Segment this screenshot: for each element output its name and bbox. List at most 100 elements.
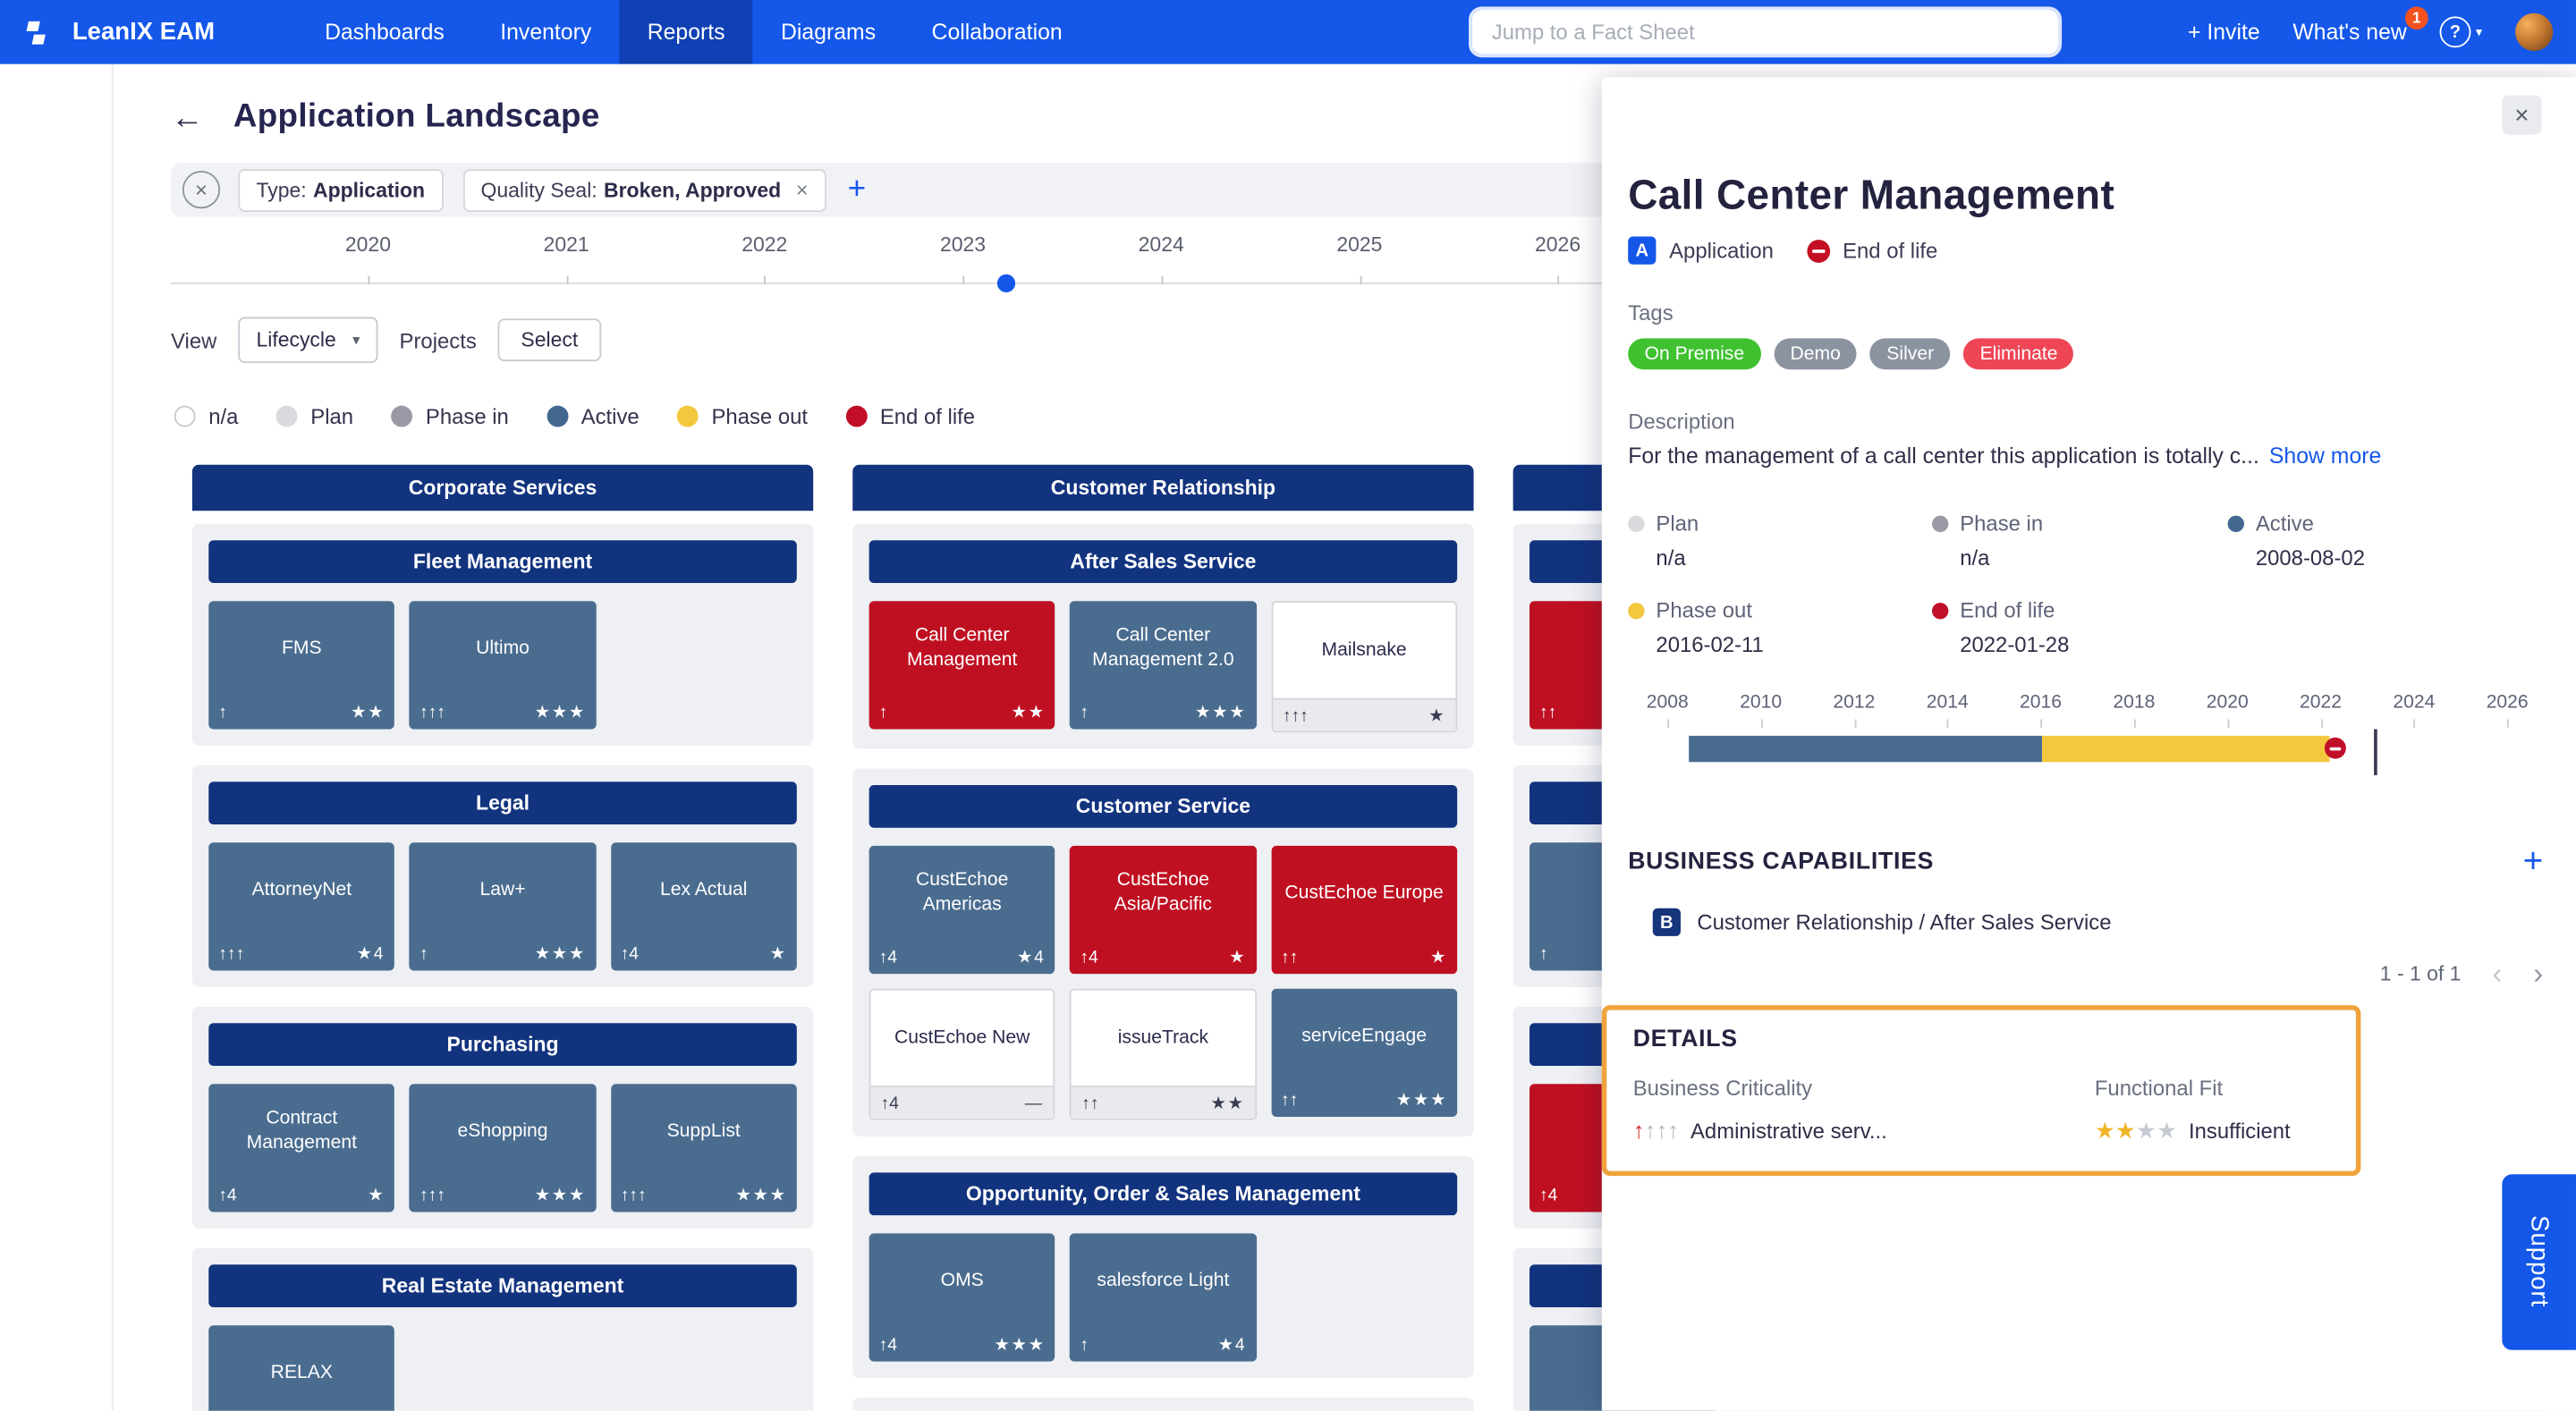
application-card[interactable]: CustEchoe New ↑4 — [869, 988, 1055, 1120]
application-name: FMS [282, 638, 322, 658]
application-card[interactable]: CustEchoe Asia/Pacific ↑4 ★ [1070, 845, 1257, 975]
legend-dot [845, 405, 868, 427]
functional-fit: Functional Fit ★★★★ Insufficient [2095, 1076, 2330, 1145]
application-card[interactable]: AttorneyNet ↑↑↑ ★4 [208, 842, 395, 971]
application-card[interactable]: salesforce Light ↑ ★4 [1070, 1233, 1257, 1362]
landscape-column-header[interactable]: Customer Relationship [852, 464, 1474, 511]
application-card[interactable]: serviceEngage ↑↑ ★★★ [1270, 988, 1458, 1117]
filter-chip[interactable]: Quality Seal: Broken, Approved × [462, 168, 826, 212]
card-indicators: ↑ ★★ [208, 697, 394, 730]
help-button[interactable]: ? ▾ [2439, 16, 2482, 48]
landscape-group-header[interactable]: Purchasing [208, 1023, 797, 1067]
application-card[interactable]: OMS ↑4 ★★★ [869, 1233, 1055, 1362]
chart-tick [2507, 719, 2510, 728]
user-avatar[interactable] [2515, 13, 2554, 51]
application-card[interactable]: RELAX [208, 1325, 395, 1411]
lifecycle-chart: 2008 2010 2012 2014 2016 2018 2020 2022 2024 2026 [1628, 693, 2543, 789]
remove-filter-icon[interactable]: × [795, 177, 809, 202]
application-card[interactable]: eShopping ↑↑↑ ★★★ [409, 1084, 597, 1212]
application-name: Call Center Management [907, 625, 1018, 671]
application-card[interactable]: CustEchoe Americas ↑4 ★4 [869, 845, 1055, 975]
landscape-group: Fleet Management FMS ↑ ★★ Ultimo ↑↑↑ ★★★ [191, 523, 814, 746]
chart-tick [1667, 719, 1670, 728]
application-name: CustEchoe New [894, 1027, 1030, 1047]
timeline-slider-handle[interactable] [996, 274, 1016, 292]
card-indicators: ↑↑↑ ★ [1272, 697, 1456, 731]
tag-pill[interactable]: On Premise [1628, 338, 1761, 370]
close-icon[interactable]: × [2502, 95, 2542, 135]
back-button[interactable]: ← [171, 99, 204, 136]
question-icon: ? [2439, 16, 2471, 48]
landscape-group-header[interactable]: After Sales Service [869, 540, 1458, 584]
application-name: salesforce Light [1097, 1270, 1230, 1290]
legend-item: Phase out [676, 404, 808, 428]
tag-pill[interactable]: Demo [1774, 338, 1858, 370]
application-card[interactable]: Contract Management ↑4 ★ [208, 1084, 395, 1212]
application-card[interactable]: Call Center Management 2.0 ↑ ★★★ [1070, 601, 1257, 730]
filter-chip[interactable]: Type: Application [238, 168, 444, 212]
prev-page-button[interactable]: ‹ [2492, 957, 2503, 991]
view-select[interactable]: Lifecycle ▾ [238, 317, 378, 363]
fit-stars-icon: ★4 [1017, 947, 1046, 967]
landscape-group-header[interactable]: Fleet Management [208, 540, 797, 584]
application-card[interactable]: Lex Actual ↑4 ★ [610, 842, 797, 971]
application-card[interactable]: Mailsnake ↑↑↑ ★ [1270, 601, 1458, 733]
page-title: Application Landscape [233, 98, 600, 135]
landscape-group-header[interactable]: Customer Service [869, 784, 1458, 828]
leanix-logo [26, 20, 46, 44]
phase-name: Phase in [1960, 511, 2044, 536]
show-more-link[interactable]: Show more [2268, 443, 2382, 469]
application-card[interactable]: SuppList ↑↑↑ ★★★ [610, 1084, 797, 1212]
application-card[interactable]: Call Center Management ↑ ★★ [869, 601, 1055, 730]
landscape-group: Customer Service CustEchoe Americas ↑4 ★4 Cu… [852, 768, 1474, 1137]
whats-new-button[interactable]: What's new 1 [2292, 6, 2428, 45]
landscape-group-header[interactable]: Legal [208, 782, 797, 825]
lifecycle-phases: Plan n/a Phase in n/a Active 2008-08-02 Phase … [1628, 511, 2543, 657]
tag-pill[interactable]: Eliminate [1963, 338, 2074, 370]
next-page-button[interactable]: › [2533, 957, 2544, 991]
timeline-year: 2020 [344, 232, 391, 257]
phase-name: Phase out [1656, 597, 1752, 623]
application-card[interactable]: Law+ ↑ ★★★ [409, 842, 597, 971]
nav-item-inventory[interactable]: Inventory [500, 20, 592, 45]
application-card[interactable]: issueTrack ↑↑ ★★ [1070, 988, 1257, 1120]
timeline-year: 2022 [741, 232, 788, 257]
legend-item: Active [547, 404, 640, 428]
invite-button[interactable]: + Invite [2188, 20, 2260, 45]
projects-select-button[interactable]: Select [497, 318, 601, 362]
left-divider [111, 63, 114, 1411]
nav-item-diagrams[interactable]: Diagrams [780, 20, 877, 45]
filter-chip-value: Broken, Approved [604, 178, 782, 201]
support-tab[interactable]: Support [2502, 1174, 2576, 1350]
add-capability-button[interactable]: + [2522, 842, 2544, 881]
landscape-column-header[interactable]: Corporate Services [191, 464, 814, 511]
nav-menu: Dashboards Inventory Reports Diagrams Collab… [297, 0, 1090, 64]
filter-chip-label: Type: [256, 178, 307, 201]
business-capabilities-header: BUSINESS CAPABILITIES + [1628, 844, 2543, 879]
criticality-arrows-icon: ↑4 [1539, 1186, 1558, 1206]
card-grid: Call Center Management ↑ ★★ Call Center Man… [869, 601, 1458, 733]
fact-sheet-type-row: A Application End of life [1628, 236, 2543, 265]
chart-year: 2022 [2300, 693, 2343, 714]
card-indicators: ↑↑↑ ★4 [208, 938, 394, 971]
nav-item-collaboration[interactable]: Collaboration [931, 20, 1063, 45]
fit-stars-icon: ★ [769, 944, 787, 965]
current-date-line [2374, 729, 2377, 775]
timeline-year: 2023 [939, 232, 987, 257]
application-card[interactable]: FMS ↑ ★★ [208, 601, 395, 730]
notification-badge: 1 [2404, 6, 2428, 30]
application-card[interactable]: Ultimo ↑↑↑ ★★★ [409, 601, 597, 730]
nav-item-reports[interactable]: Reports [619, 0, 753, 64]
capability-row[interactable]: B Customer Relationship / After Sales Se… [1652, 908, 2544, 936]
application-card[interactable]: CustEchoe Europe ↑↑ ★ [1270, 845, 1458, 975]
tag-pill[interactable]: Silver [1869, 338, 1951, 370]
add-filter-button[interactable]: + [847, 172, 867, 207]
clear-filters-button[interactable]: × [182, 171, 221, 209]
fact-sheet-search-input[interactable] [1469, 6, 2063, 58]
tags-label: Tags [1628, 300, 1674, 325]
nav-item-dashboards[interactable]: Dashboards [325, 20, 445, 45]
brand[interactable]: LeanIX EAM [0, 15, 215, 48]
landscape-group-header[interactable]: Opportunity, Order & Sales Management [869, 1172, 1458, 1216]
landscape-group-header[interactable]: Real Estate Management [208, 1264, 797, 1308]
